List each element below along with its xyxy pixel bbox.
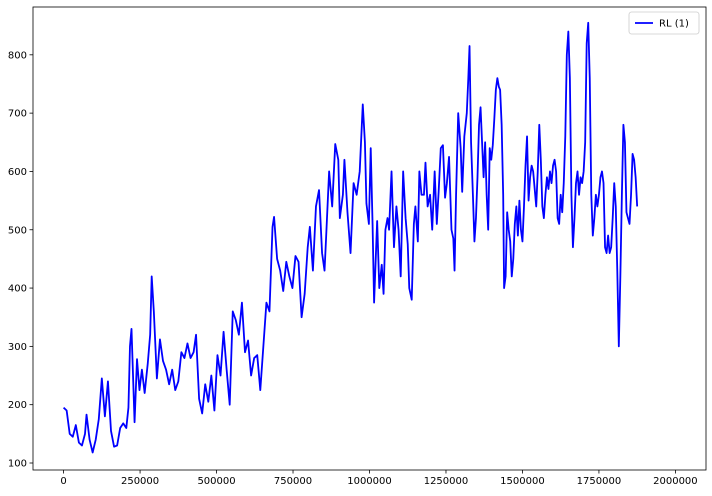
x-tick-label: 750000	[274, 476, 312, 487]
plot-area: 0 250000 500000 750000 1000000 1250000 1500000…	[8, 6, 707, 487]
y-tick-label: 400	[8, 284, 27, 295]
y-tick-label: 500	[8, 225, 27, 236]
series-line	[62, 21, 639, 454]
x-tick-label: 0	[60, 476, 66, 487]
legend-box	[628, 11, 700, 35]
legend-label: RL (1)	[659, 19, 689, 30]
x-tick-label: 1000000	[347, 476, 392, 487]
y-tick-label: 700	[8, 109, 27, 120]
x-tick-label: 1500000	[500, 476, 545, 487]
y-tick-label: 100	[8, 459, 27, 470]
y-tick-label: 600	[8, 167, 27, 178]
x-tick-label: 250000	[121, 476, 159, 487]
y-tick-label: 200	[8, 400, 27, 411]
x-tick-label: 2000000	[653, 476, 698, 487]
x-tick-label: 1250000	[424, 476, 469, 487]
x-tick-label: 1750000	[577, 476, 622, 487]
x-tick-label: 500000	[197, 476, 235, 487]
y-tick-label: 800	[8, 50, 27, 61]
y-tick-label: 300	[8, 342, 27, 353]
